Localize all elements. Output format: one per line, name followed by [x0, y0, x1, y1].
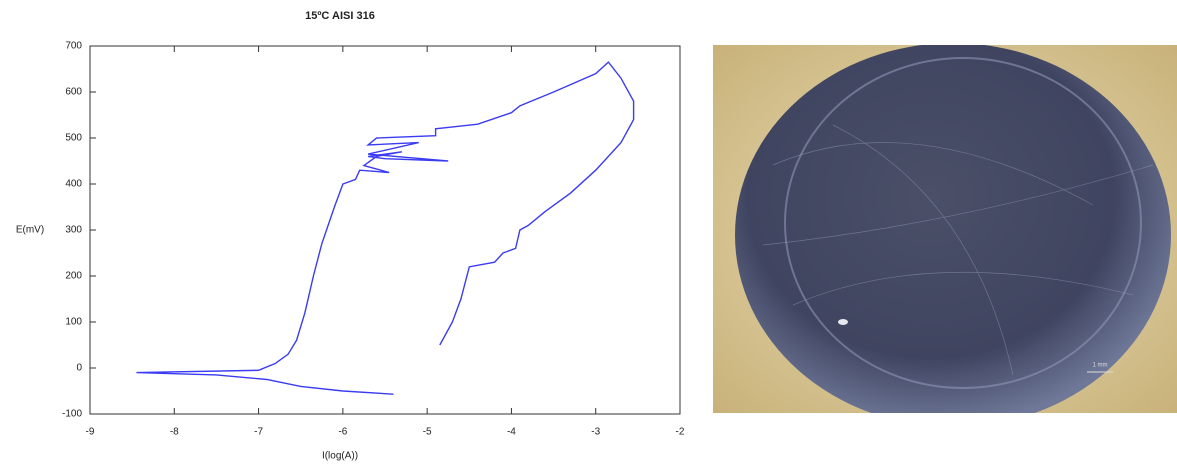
scale-label: 1 mm	[1093, 363, 1108, 369]
data-line	[136, 61, 635, 395]
y-axis-label: E(mV)	[16, 225, 44, 236]
y-tick-label: 200	[65, 271, 82, 282]
y-tick-label: 100	[65, 317, 82, 328]
y-tick-label: 300	[65, 225, 82, 236]
x-tick-label: -9	[86, 427, 95, 438]
x-tick-label: -5	[423, 427, 432, 438]
specimen-photo: 1 mm	[713, 45, 1177, 413]
y-tick-label: 600	[65, 87, 82, 98]
x-tick-label: -6	[338, 427, 347, 438]
x-axis-label: I(log(A))	[322, 451, 358, 462]
chart: 15ºC AISI 316 I(log(A)) E(mV) -100 0 100 20…	[16, 10, 685, 462]
x-tick-label: -3	[591, 427, 600, 438]
y-tick-label: 400	[65, 179, 82, 190]
x-tick-label: -4	[507, 427, 516, 438]
y-tick-label: 700	[65, 41, 82, 52]
x-tick-label: -2	[676, 427, 685, 438]
y-tick-label: 500	[65, 133, 82, 144]
x-tick-label: -8	[170, 427, 179, 438]
chart-title: 15ºC AISI 316	[305, 10, 375, 22]
y-tick-label: -100	[62, 409, 82, 420]
y-tick-label: 0	[76, 363, 82, 374]
plot-frame	[89, 45, 681, 415]
x-tick-label: -7	[254, 427, 263, 438]
